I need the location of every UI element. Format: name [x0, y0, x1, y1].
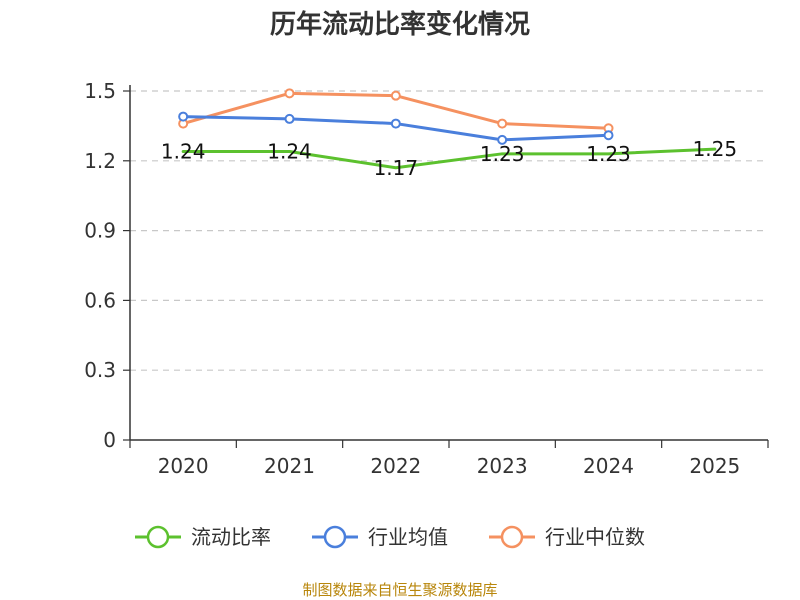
source-note: 制图数据来自恒生聚源数据库: [302, 581, 497, 599]
data-label: 1.23: [586, 142, 631, 166]
legend-label-1: 行业均值: [368, 525, 448, 549]
series-point-2: [284, 88, 295, 99]
y-tick-label: 1.2: [84, 149, 116, 173]
y-tick-label: 0.6: [84, 288, 116, 312]
legend-label-0: 流动比率: [191, 525, 271, 549]
data-label: 1.23: [480, 142, 525, 166]
series-lines: [178, 88, 717, 170]
data-label: 1.17: [374, 156, 419, 180]
y-tick-label: 0: [103, 428, 116, 452]
series-point-1: [284, 113, 295, 124]
series-point-2: [390, 90, 401, 101]
series-point-1: [497, 134, 508, 145]
x-tick-label: 2024: [583, 454, 634, 478]
x-tick-label: 2025: [689, 454, 740, 478]
data-label: 1.25: [693, 137, 738, 161]
legend-marker-1: [323, 525, 347, 549]
series-line-0: [181, 147, 717, 170]
legend: 流动比率 行业均值 行业中位数: [135, 525, 645, 549]
y-tick-label: 0.9: [84, 219, 116, 243]
legend-marker-0: [146, 525, 170, 549]
y-tick-label: 0.3: [84, 358, 116, 382]
data-label: 1.24: [161, 139, 206, 163]
series-point-2: [497, 118, 508, 129]
y-tick-label: 1.5: [84, 79, 116, 103]
data-label: 1.24: [267, 139, 312, 163]
x-tick-label: 2020: [158, 454, 209, 478]
series-point-1: [603, 130, 614, 141]
legend-marker-2: [500, 525, 524, 549]
x-tick-label: 2023: [477, 454, 528, 478]
chart-title: 历年流动比率变化情况: [270, 9, 530, 40]
series-point-1: [390, 118, 401, 129]
legend-label-2: 行业中位数: [545, 525, 645, 549]
series-point-1: [178, 111, 189, 122]
x-tick-label: 2021: [264, 454, 315, 478]
axes: 0 0.3 0.6 0.9 1.2 1.5 2020 2021 2022 2023 2024 2025: [84, 79, 769, 478]
x-tick-label: 2022: [370, 454, 421, 478]
data-labels: 1.24 1.24 1.17 1.23 1.23 1.25: [161, 137, 737, 180]
